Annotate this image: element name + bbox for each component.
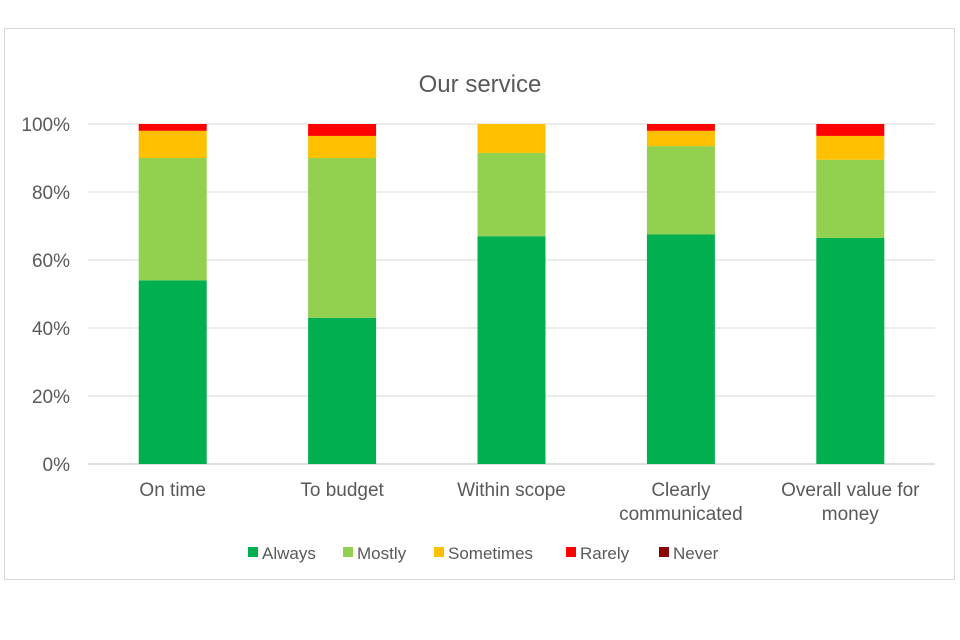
bar-segment-always <box>477 236 546 464</box>
bar-segment-sometimes <box>816 135 885 160</box>
chart-title: Our service <box>419 71 542 98</box>
y-axis-ticks: 0% 20% 40% 60% 80% 100% <box>21 115 70 476</box>
bar-segment-mostly <box>138 158 207 281</box>
bar-segment-rarely <box>816 124 885 136</box>
legend-swatch-always <box>248 547 258 557</box>
bar-segment-sometimes <box>477 124 546 153</box>
x-category-label: To budget <box>300 480 384 501</box>
x-category-label: money <box>822 504 880 525</box>
x-category-label: Overall value for <box>781 480 920 501</box>
y-tick-label: 40% <box>32 319 70 340</box>
legend-swatch-sometimes <box>434 547 444 557</box>
x-category-label: Within scope <box>457 480 566 501</box>
x-axis-labels: On time To budget Within scope Clearly commu… <box>139 480 920 525</box>
legend: Always Mostly Sometimes Rarely Never <box>248 544 719 563</box>
bar-segment-rarely <box>646 124 715 131</box>
bar-segment-sometimes <box>138 130 207 158</box>
bar-segment-always <box>308 317 377 464</box>
legend-label: Always <box>262 544 316 563</box>
bar-segment-rarely <box>308 124 377 136</box>
x-category-label: Clearly <box>651 480 711 501</box>
y-tick-label: 20% <box>32 387 70 408</box>
y-tick-label: 80% <box>32 183 70 204</box>
x-category-label: communicated <box>619 504 743 525</box>
y-tick-label: 60% <box>32 251 70 272</box>
legend-swatch-mostly <box>343 547 353 557</box>
bar-segment-always <box>816 237 885 464</box>
legend-label: Rarely <box>580 544 630 563</box>
bar-segment-rarely <box>138 124 207 131</box>
bar-segment-mostly <box>308 158 377 318</box>
bar-segment-sometimes <box>308 135 377 158</box>
bar-segment-mostly <box>816 159 885 238</box>
y-tick-label: 100% <box>21 115 70 136</box>
x-category-label: On time <box>139 480 206 501</box>
legend-swatch-rarely <box>566 547 576 557</box>
bar-segment-sometimes <box>646 130 715 147</box>
bar-segment-always <box>138 280 207 464</box>
legend-swatch-never <box>659 547 669 557</box>
bar-segment-always <box>646 234 715 464</box>
bar-segment-mostly <box>477 152 546 237</box>
bars <box>138 124 885 464</box>
bar-segment-mostly <box>646 146 715 235</box>
legend-label: Never <box>673 544 719 563</box>
legend-label: Sometimes <box>448 544 533 563</box>
legend-label: Mostly <box>357 544 407 563</box>
y-tick-label: 0% <box>43 455 71 476</box>
